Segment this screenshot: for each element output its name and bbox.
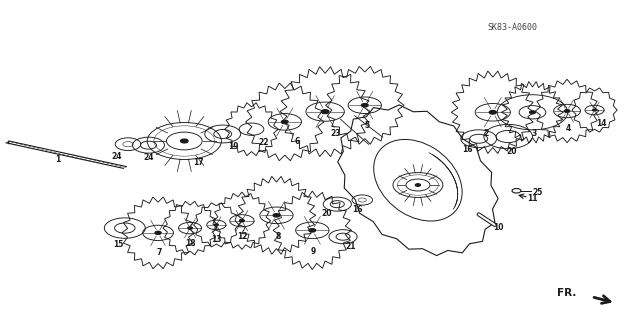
Text: 17: 17 — [193, 158, 204, 167]
Text: 25: 25 — [532, 188, 543, 197]
Text: 18: 18 — [185, 239, 195, 248]
Circle shape — [362, 104, 368, 107]
Circle shape — [237, 196, 316, 235]
Text: 10: 10 — [493, 223, 503, 232]
Text: 22: 22 — [259, 138, 269, 147]
Circle shape — [214, 224, 218, 226]
Text: SK83-A0600: SK83-A0600 — [487, 23, 537, 32]
Text: 15: 15 — [113, 240, 124, 249]
Text: 20: 20 — [507, 147, 517, 156]
Text: 20: 20 — [321, 209, 332, 218]
Text: 2: 2 — [484, 129, 489, 138]
Circle shape — [122, 215, 195, 251]
Circle shape — [490, 110, 497, 114]
Circle shape — [564, 110, 570, 112]
Circle shape — [273, 214, 280, 217]
Text: 19: 19 — [228, 142, 239, 151]
Circle shape — [246, 102, 324, 141]
Text: 3: 3 — [532, 129, 537, 138]
Text: 8: 8 — [276, 232, 281, 241]
Circle shape — [155, 231, 161, 234]
Circle shape — [239, 219, 244, 222]
Text: 24: 24 — [111, 152, 122, 161]
Text: 7: 7 — [156, 248, 161, 256]
Circle shape — [321, 110, 329, 114]
Circle shape — [530, 111, 535, 114]
Text: 1: 1 — [55, 155, 60, 164]
Circle shape — [280, 89, 371, 134]
Circle shape — [163, 215, 217, 241]
Text: 9: 9 — [311, 247, 316, 256]
Circle shape — [415, 184, 420, 186]
Text: 13: 13 — [211, 235, 221, 244]
Text: 16: 16 — [352, 205, 362, 214]
Text: 16: 16 — [462, 145, 472, 154]
Text: 23: 23 — [331, 130, 341, 138]
Circle shape — [572, 99, 617, 121]
Text: 12: 12 — [237, 232, 247, 241]
Circle shape — [535, 95, 599, 127]
Circle shape — [273, 211, 351, 250]
Text: 11: 11 — [527, 194, 538, 203]
Circle shape — [180, 139, 188, 143]
Circle shape — [188, 227, 193, 229]
Text: 24: 24 — [143, 153, 154, 162]
Text: 5: 5 — [365, 121, 370, 130]
Text: 6: 6 — [295, 137, 300, 146]
Circle shape — [194, 214, 239, 236]
Circle shape — [282, 120, 288, 123]
Text: FR.: FR. — [557, 288, 576, 298]
Text: 4: 4 — [566, 124, 571, 133]
Circle shape — [213, 206, 271, 235]
Text: 14: 14 — [596, 119, 607, 128]
Text: 21: 21 — [346, 242, 356, 251]
Circle shape — [451, 92, 534, 133]
Circle shape — [326, 86, 404, 125]
Circle shape — [593, 109, 596, 111]
Circle shape — [309, 229, 316, 232]
